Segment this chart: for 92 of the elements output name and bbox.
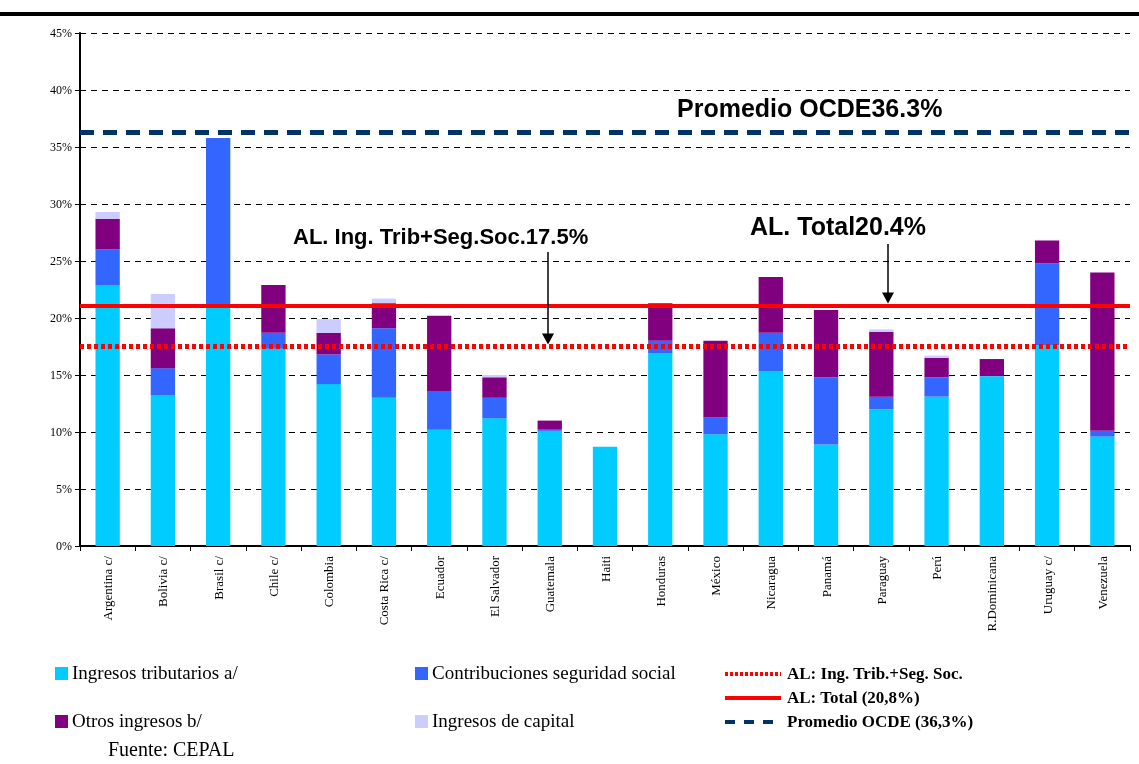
bar: [924, 396, 949, 546]
bar: [924, 377, 949, 397]
x-tick-label: Uruguay c/: [1039, 555, 1055, 615]
legend-label: AL: Total (20,8%): [787, 688, 920, 708]
bar: [813, 377, 839, 445]
x-tick-label: Ecuador: [431, 555, 447, 600]
x-tick-label: México: [708, 556, 724, 596]
bar: [482, 418, 507, 546]
x-tick-label: Nicaragua: [763, 555, 779, 610]
source-note: Fuente: CEPAL: [108, 738, 235, 761]
x-tick-label: Guatemala: [542, 555, 558, 613]
bar: [813, 444, 839, 546]
y-tick-label: 5%: [56, 482, 72, 496]
bar: [482, 377, 507, 398]
bar: [869, 396, 894, 410]
y-tick-label: 15%: [50, 368, 72, 382]
legend-label: Promedio OCDE (36,3%): [787, 712, 974, 732]
bar: [371, 328, 397, 398]
legend-label: Contribuciones seguridad social: [432, 662, 676, 684]
bar: [261, 284, 286, 333]
bar: [537, 420, 562, 430]
bar: [1034, 345, 1060, 546]
bar: [703, 417, 728, 435]
x-tick-label: Perú: [929, 555, 945, 580]
bar: [1090, 430, 1115, 437]
x-tick-label: Bolivia c/: [155, 555, 171, 607]
bar: [758, 276, 783, 333]
x-tick-label: El Salvador: [486, 555, 502, 618]
bar: [95, 218, 120, 250]
x-tick-label: R.Dominicana: [984, 555, 1000, 632]
y-tick-label: 25%: [50, 254, 72, 268]
y-tick-label: 30%: [50, 197, 72, 211]
x-tick-label: Haiti: [597, 555, 613, 582]
bar: [95, 211, 120, 219]
bar: [316, 384, 341, 546]
bar: [869, 409, 894, 546]
bar: [1034, 240, 1060, 264]
x-tick-label: Argentina c/: [100, 555, 116, 621]
bar: [703, 434, 728, 546]
annotation: Promedio OCDE36.3%: [677, 94, 943, 123]
x-tick-label: Costa Rica c/: [376, 555, 392, 626]
bar: [1090, 436, 1115, 546]
bar: [979, 376, 1004, 546]
x-tick-label: Brasil c/: [210, 555, 226, 600]
x-tick-label: Panamá: [818, 555, 834, 598]
legend-label: Ingresos tributarios a/: [72, 662, 238, 684]
bar: [924, 357, 949, 378]
y-tick-label: 20%: [50, 311, 72, 325]
bar: [206, 306, 231, 546]
bar: [427, 429, 452, 546]
y-tick-label: 45%: [50, 26, 72, 40]
bar: [703, 340, 728, 418]
bar: [261, 348, 286, 546]
bar: [95, 284, 120, 546]
legend-label: Otros ingresos b/: [72, 710, 202, 732]
bar: [648, 353, 673, 546]
x-tick-label: Honduras: [652, 556, 668, 607]
bar: [1034, 263, 1060, 346]
bar: [979, 359, 1004, 377]
bar: [758, 332, 783, 372]
y-tick-label: 0%: [56, 539, 72, 553]
bar: [95, 249, 120, 285]
bar: [427, 315, 452, 391]
annotation: AL. Ing. Trib+Seg.Soc.17.5%: [293, 224, 589, 250]
x-tick-label: Paraguay: [873, 555, 889, 605]
bar: [813, 310, 839, 378]
bar: [316, 319, 341, 333]
x-tick-label: Venezuela: [1094, 555, 1110, 610]
y-tick-label: 35%: [50, 140, 72, 154]
bar: [869, 331, 894, 397]
annotation: AL. Total20.4%: [750, 212, 926, 241]
bar: [537, 430, 562, 546]
bar: [206, 137, 231, 307]
bar: [482, 375, 507, 378]
bar: [316, 354, 341, 385]
legend-label: AL: Ing. Trib.+Seg. Soc.: [787, 664, 963, 684]
bar: [150, 368, 176, 396]
bar: [150, 328, 176, 369]
x-tick-label: Colombia: [321, 555, 337, 608]
y-tick-label: 10%: [50, 425, 72, 439]
bar: [592, 446, 618, 546]
bar: [924, 355, 949, 358]
y-tick-label: 40%: [50, 83, 72, 97]
bar: [869, 329, 894, 332]
bar: [150, 395, 176, 546]
x-tick-label: Chile c/: [265, 555, 281, 597]
legend-label: Ingresos de capital: [432, 710, 575, 732]
bar: [482, 397, 507, 419]
bar: [427, 390, 452, 430]
bar: [371, 397, 397, 546]
bar: [1090, 272, 1115, 431]
bar: [758, 371, 783, 546]
